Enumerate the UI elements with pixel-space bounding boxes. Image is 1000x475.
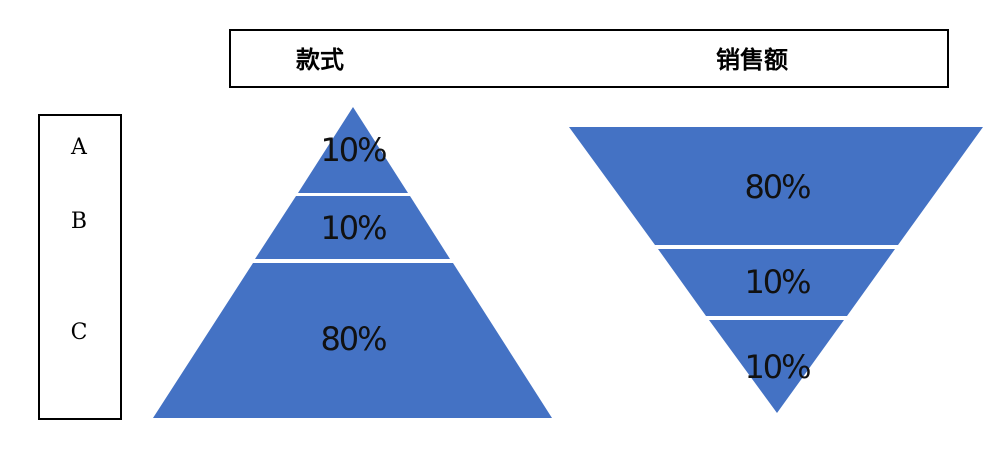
level-c: C	[71, 320, 88, 345]
inverted-label-bottom: 10%	[744, 348, 810, 386]
header-style: 款式	[296, 46, 344, 74]
inverted-label-middle: 10%	[744, 263, 810, 301]
pyramid-label-top: 10%	[320, 131, 386, 169]
header-box	[229, 29, 949, 88]
inverted-segment-bottom	[709, 320, 844, 413]
pyramid-segment-top	[298, 107, 408, 193]
pyramid-label-middle: 10%	[320, 209, 386, 247]
level-a: A	[70, 135, 88, 160]
level-b: B	[71, 209, 87, 234]
header-sales: 销售额	[716, 46, 788, 74]
level-box	[38, 114, 122, 420]
pyramid	[153, 107, 552, 418]
pyramid-label-bottom: 80%	[320, 320, 386, 358]
pyramid-segment-middle	[255, 196, 450, 259]
inverted-segment-top	[569, 127, 983, 245]
pyramid-segment-bottom	[153, 263, 552, 418]
inverted-segment-middle	[658, 249, 895, 316]
inverted-label-top: 80%	[744, 168, 810, 206]
inverted-pyramid	[569, 127, 983, 413]
